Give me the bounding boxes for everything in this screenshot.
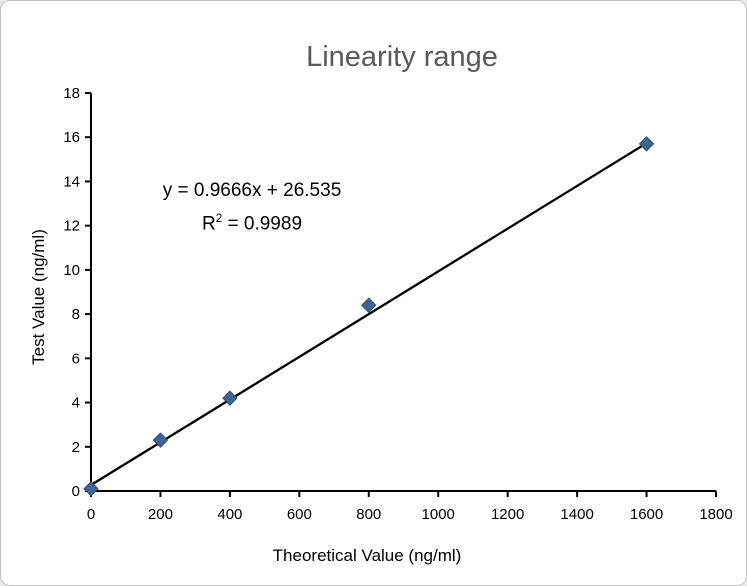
y-tick-label: 16: [63, 129, 80, 146]
x-tick-label: 1200: [491, 506, 524, 523]
x-tick-label: 1000: [422, 506, 455, 523]
y-tick-label: 6: [72, 350, 80, 367]
y-tick-label: 18: [63, 85, 80, 102]
r-symbol: R: [201, 213, 216, 235]
x-tick-label: 1400: [560, 506, 593, 523]
x-tick-label: 0: [87, 506, 95, 523]
r-exponent: 2: [215, 212, 223, 225]
data-point-marker: [638, 136, 655, 152]
trendline-annotation: y = 0.9666x + 26.535 R2 = 0.9989: [163, 177, 342, 238]
y-tick-label: 10: [63, 262, 80, 279]
y-tick-label: 8: [72, 306, 80, 323]
data-point-marker: [152, 432, 169, 448]
x-tick-label: 800: [356, 506, 381, 523]
data-point-marker: [222, 390, 238, 406]
y-tick-label: 14: [63, 173, 80, 190]
chart-title: Linearity range: [306, 41, 498, 73]
y-tick-label: 0: [72, 483, 80, 500]
data-point-marker: [83, 481, 99, 497]
y-axis-title: Test Value (ng/ml): [29, 229, 48, 365]
y-tick-label: 12: [63, 218, 80, 235]
r-value: = 0.9989: [222, 213, 303, 235]
x-axis-title: Theoretical Value (ng/ml): [272, 546, 462, 565]
trendline: [90, 142, 648, 487]
x-tick-label: 1800: [699, 506, 732, 523]
data-point-marker: [361, 297, 377, 313]
x-tick-label: 400: [217, 506, 242, 523]
y-tick-label: 4: [72, 395, 80, 412]
x-tick-label: 600: [287, 506, 312, 523]
trendline-equation-text: y = 0.9666x + 26.535: [162, 180, 342, 201]
r-squared-text: R2 = 0.9989: [163, 205, 342, 238]
y-tick-label: 2: [72, 439, 80, 456]
x-tick-label: 1600: [630, 506, 663, 523]
x-tick-label: 200: [148, 506, 173, 523]
